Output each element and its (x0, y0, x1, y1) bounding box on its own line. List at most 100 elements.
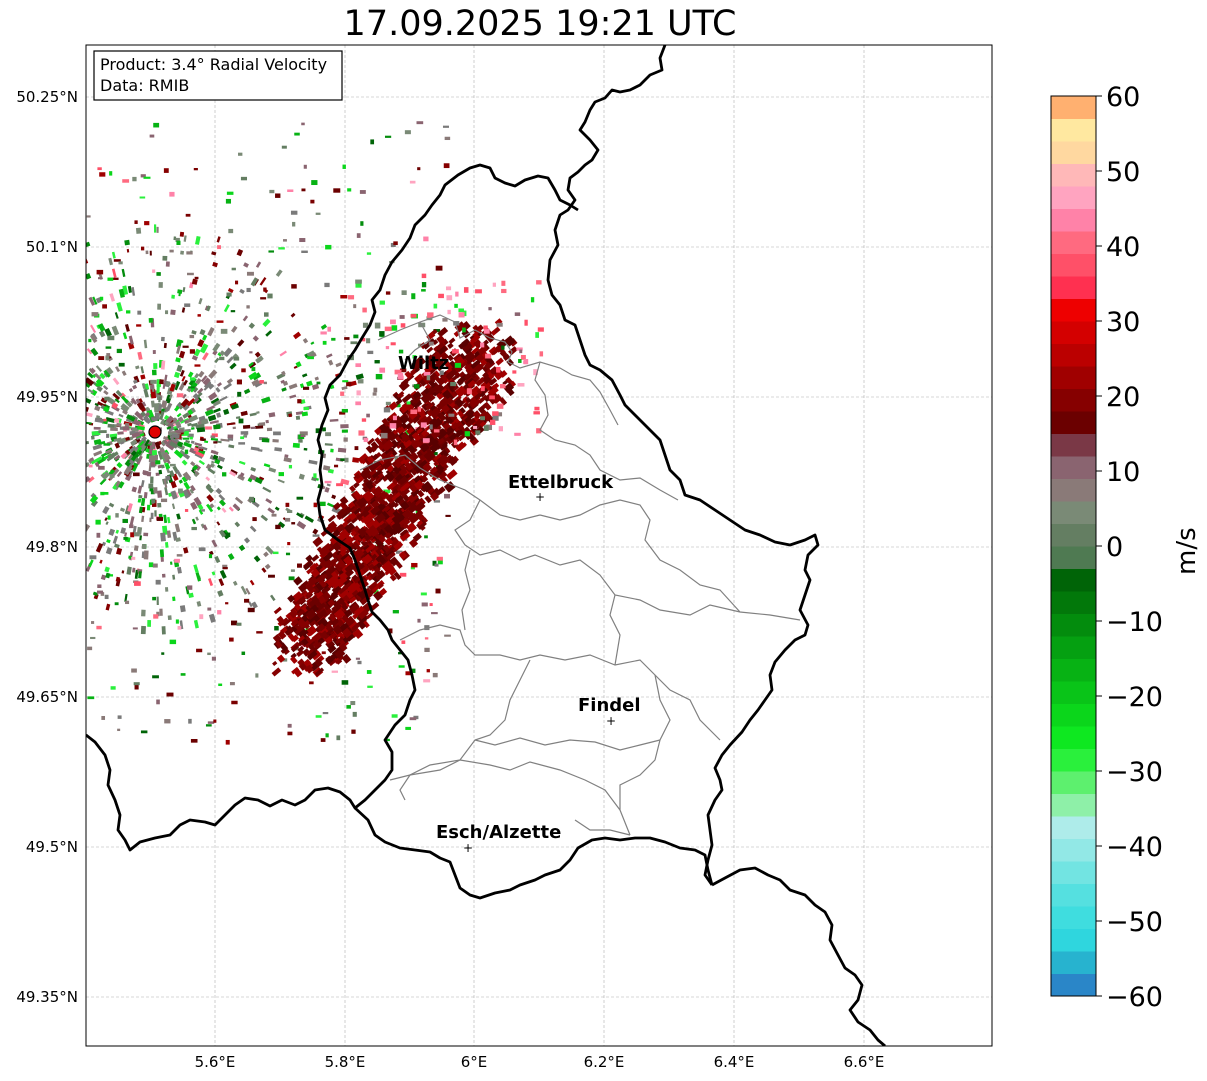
echo-pixel (311, 650, 322, 661)
echo-pixel (218, 494, 226, 501)
echo-pixel (536, 280, 542, 285)
echo-pixel (305, 628, 314, 637)
echo-pixel (210, 435, 216, 439)
echo-pixel (190, 461, 196, 467)
echo-pixel (315, 715, 322, 718)
lat-label: 49.8°N (26, 538, 78, 556)
echo-pixel (2, 311, 8, 317)
echo-pixel (90, 347, 99, 357)
echo-pixel (275, 524, 281, 530)
echo-pixel (399, 487, 411, 498)
echo-pixel (111, 251, 116, 259)
echo-pixel (370, 460, 382, 471)
echo-pixel (232, 426, 236, 430)
colorbar-band (1051, 141, 1096, 164)
echo-pixel (388, 401, 398, 411)
echo-pixel (467, 379, 477, 389)
echo-pixel (114, 312, 119, 319)
echo-pixel (169, 463, 176, 467)
echo-pixel (439, 370, 444, 375)
echo-pixel (158, 282, 163, 288)
echo-pixel (262, 486, 272, 493)
echo-pixel (483, 325, 488, 330)
city-wiltz: Wiltz (398, 353, 449, 374)
echo-pixel (100, 574, 107, 581)
echo-pixel (217, 455, 226, 462)
lat-label: 49.65°N (16, 688, 78, 706)
echo-pixel (488, 377, 498, 386)
echo-pixel (429, 441, 441, 454)
echo-pixel (351, 729, 356, 734)
echo-pixel (0, 450, 3, 453)
echo-pixel (444, 634, 451, 637)
echo-pixel (183, 379, 188, 386)
echo-pixel (451, 373, 461, 381)
echo-pixel (395, 561, 403, 569)
echo-pixel (95, 378, 105, 387)
echo-pixel (189, 447, 198, 455)
echo-pixel (356, 497, 369, 509)
echo-pixel (451, 395, 462, 405)
echo-pixel (90, 324, 97, 334)
echo-pixel (143, 176, 151, 179)
echo-pixel (321, 651, 326, 655)
echo-pixel (94, 402, 99, 407)
echo-pixel (356, 608, 370, 620)
echo-pixel (113, 437, 122, 442)
echo-pixel (98, 440, 106, 445)
echo-pixel (487, 386, 499, 397)
echo-pixel (122, 518, 128, 523)
echo-pixel (393, 571, 402, 581)
echo-pixel (400, 378, 409, 387)
echo-pixel (409, 717, 417, 721)
echo-pixel (203, 380, 212, 388)
echo-pixel (122, 409, 128, 415)
echo-pixel (205, 476, 211, 482)
echo-pixel (39, 453, 47, 457)
echo-pixel (279, 350, 287, 357)
echo-pixel (488, 307, 492, 311)
echo-pixel (176, 412, 182, 418)
echo-pixel (358, 430, 365, 436)
map-area[interactable] (86, 45, 992, 1046)
echo-pixel (137, 415, 144, 422)
echo-pixel (181, 459, 188, 466)
echo-pixel (190, 440, 195, 444)
echo-pixel (271, 667, 282, 677)
echo-pixel (249, 412, 257, 417)
echo-pixel (198, 509, 204, 515)
echo-pixel (117, 715, 122, 719)
echo-pixel (284, 517, 291, 522)
echo-pixel (98, 330, 106, 338)
echo-pixel (196, 427, 206, 433)
echo-pixel (321, 591, 332, 601)
echo-pixel (88, 559, 94, 568)
echo-pixel (89, 555, 97, 560)
echo-pixel (370, 505, 381, 516)
echo-pixel (495, 412, 503, 417)
echo-pixel (131, 427, 139, 432)
echo-pixel (395, 398, 403, 406)
echo-pixel (322, 551, 334, 563)
echo-pixel (53, 369, 63, 378)
echo-pixel (400, 323, 406, 328)
echo-pixel (170, 490, 178, 500)
echo-pixel (465, 417, 477, 428)
echo-pixel (89, 367, 96, 375)
echo-pixel (63, 561, 69, 567)
echo-pixel (164, 719, 171, 724)
echo-pixel (256, 411, 260, 414)
echo-pixel (462, 342, 473, 353)
echo-pixel (428, 379, 437, 389)
echo-pixel (371, 485, 384, 498)
echo-pixel (253, 555, 261, 563)
echo-pixel (148, 445, 153, 453)
echo-pixel (297, 628, 307, 638)
echo-pixel (356, 619, 367, 630)
echo-pixel (20, 492, 29, 499)
echo-pixel (455, 291, 459, 297)
echo-pixel (6, 494, 12, 500)
echo-pixel (0, 307, 5, 314)
echo-pixel (73, 445, 81, 449)
echo-pixel (366, 413, 370, 418)
